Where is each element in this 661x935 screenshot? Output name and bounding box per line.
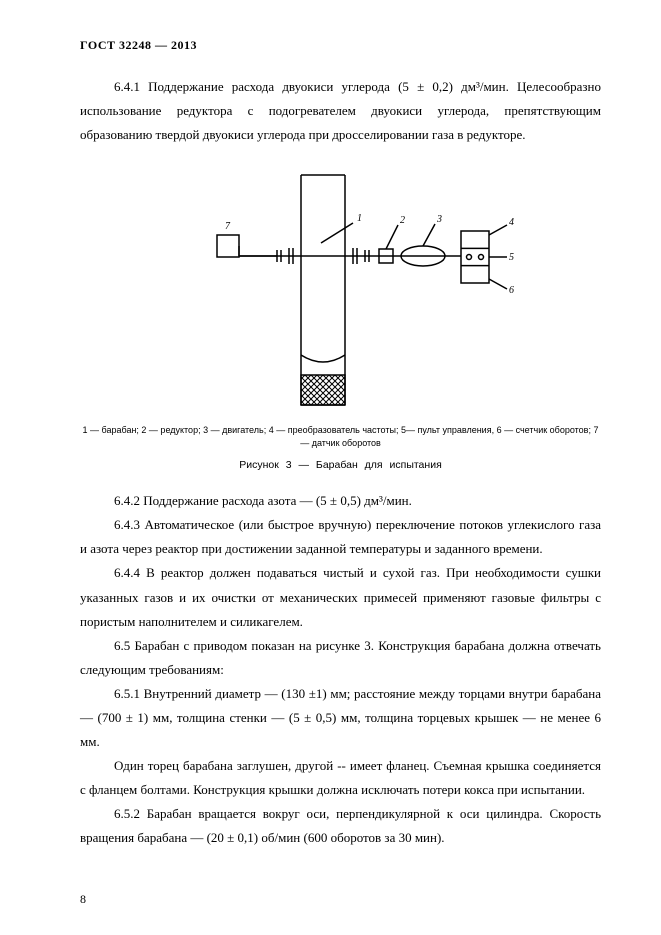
para-6-5: 6.5 Барабан с приводом показан на рисунк…	[80, 634, 601, 682]
page-number: 8	[80, 892, 86, 907]
figure-legend: 1 — барабан; 2 — редуктор; 3 — двигатель…	[80, 424, 601, 449]
svg-text:1: 1	[357, 213, 362, 224]
para-6-4-3: 6.4.3 Автоматическое (или быстрое вручну…	[80, 513, 601, 561]
para-6-4-2: 6.4.2 Поддержание расхода азота — (5 ± 0…	[80, 489, 601, 513]
figure-title: Рисунок 3 — Барабан для испытания	[80, 459, 601, 471]
para-6-5-1: 6.5.1 Внутренний диаметр — (130 ±1) мм; …	[80, 682, 601, 754]
diagram-svg: 7 2 3 4 5 6 1	[161, 165, 521, 415]
para-6-4-4: 6.4.4 В реактор должен подаваться чистый…	[80, 561, 601, 633]
svg-text:3: 3	[436, 214, 442, 225]
para-torets: Один торец барабана заглушен, другой -- …	[80, 754, 601, 802]
document-header: ГОСТ 32248 — 2013	[80, 38, 601, 53]
svg-text:4: 4	[509, 217, 514, 228]
para-6-4-1: 6.4.1 Поддержание расхода двуокиси углер…	[80, 75, 601, 147]
svg-text:6: 6	[509, 285, 514, 296]
svg-text:7: 7	[225, 221, 231, 232]
para-6-5-2: 6.5.2 Барабан вращается вокруг оси, перп…	[80, 802, 601, 850]
svg-text:5: 5	[509, 252, 514, 263]
svg-text:2: 2	[400, 215, 405, 226]
figure-3: 7 2 3 4 5 6 1 1 — барабан; 2 — редуктор; 3 — д…	[80, 165, 601, 471]
